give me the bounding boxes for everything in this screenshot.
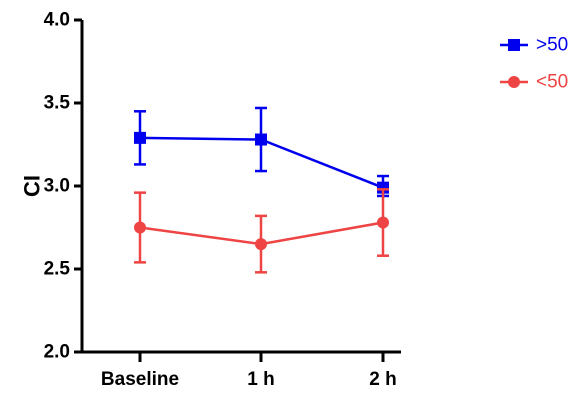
data-point [377,216,389,229]
y-tick-label: 2.5 [44,259,71,280]
y-ticks: 2.0 2.5 3.0 3.5 4.0 [44,10,82,363]
legend: >50 <50 [500,35,568,93]
x-tick-label: 1 h [247,369,274,390]
legend-marker [508,39,520,51]
axes [80,20,401,354]
y-tick-label: 3.5 [44,93,71,114]
series-gt50 [134,106,389,198]
x-tick-label: 2 h [369,369,396,390]
y-tick-label: 4.0 [44,10,70,31]
data-point [134,131,146,144]
legend-item: >50 [500,35,568,56]
x-tick-label: Baseline [101,369,179,390]
series-lt50 [134,188,389,274]
data-point [255,238,267,251]
legend-item: <50 [500,72,568,93]
y-axis-title: CI [20,175,45,197]
data-point [134,221,146,234]
legend-label: <50 [536,72,568,93]
data-point [377,181,389,194]
x-ticks: Baseline 1 h 2 h [101,352,397,390]
y-tick-label: 2.0 [44,342,70,363]
legend-label: >50 [536,35,568,56]
legend-marker [508,76,520,88]
data-point [255,133,267,146]
series-layer [134,106,389,274]
y-tick-label: 3.0 [44,176,70,197]
